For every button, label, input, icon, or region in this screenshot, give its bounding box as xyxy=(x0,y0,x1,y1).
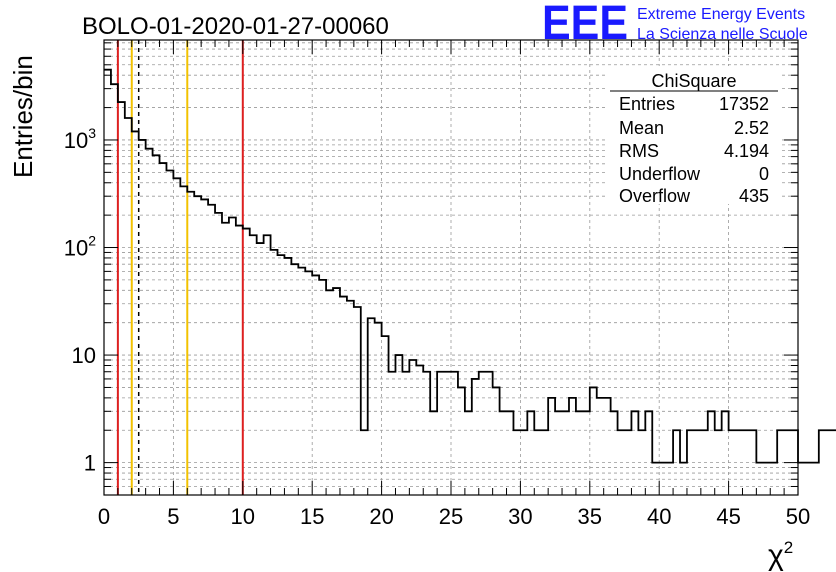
stats-value: 435 xyxy=(739,186,769,206)
stats-row-rms: RMS 4.194 xyxy=(619,141,769,161)
stats-row-mean: Mean 2.52 xyxy=(619,118,769,138)
chart-title: BOLO-01-2020-01-27-00060 xyxy=(82,13,389,40)
eee-logo: EEE Extreme Energy Events La Scienza nel… xyxy=(542,0,808,50)
y-tick-label: 1 xyxy=(84,451,96,476)
stats-label: Entries xyxy=(619,94,675,114)
stats-label: Underflow xyxy=(619,164,701,184)
eee-logo-line1: Extreme Energy Events xyxy=(637,6,805,23)
x-tick-label: 45 xyxy=(716,504,740,529)
y-tick-label: 10 xyxy=(72,343,96,368)
y-tick-labels: 1 10 102 103 xyxy=(64,125,96,476)
x-tick-label: 50 xyxy=(786,504,810,529)
stats-value: 2.52 xyxy=(734,118,769,138)
x-tick-label: 40 xyxy=(647,504,671,529)
x-tick-label: 30 xyxy=(508,504,532,529)
x-tick-label: 20 xyxy=(369,504,393,529)
stats-box-title: ChiSquare xyxy=(651,71,736,91)
x-axis-label: χ2 xyxy=(768,538,793,572)
x-tick-label: 15 xyxy=(300,504,324,529)
histogram-series xyxy=(104,68,836,464)
x-tick-label: 0 xyxy=(98,504,110,529)
stats-value: 4.194 xyxy=(724,141,769,161)
x-tick-labels: 0 5 10 15 20 25 30 35 40 45 50 xyxy=(98,504,810,529)
eee-logo-mark: EEE xyxy=(542,0,628,50)
x-tick-label: 35 xyxy=(578,504,602,529)
axis-ticks xyxy=(103,40,799,496)
cut-lines xyxy=(116,40,244,495)
stats-box: ChiSquare Entries 17352 Mean 2.52 RMS 4.… xyxy=(606,66,780,206)
stats-row-overflow: Overflow 435 xyxy=(619,186,769,206)
y-axis-label: Entries/bin xyxy=(8,55,38,178)
x-axis-label-sup: 2 xyxy=(784,538,793,557)
x-tick-label: 25 xyxy=(439,504,463,529)
stats-label: Mean xyxy=(619,118,664,138)
x-tick-label: 5 xyxy=(167,504,179,529)
stats-label: Overflow xyxy=(619,186,691,206)
histogram-outline xyxy=(104,68,836,464)
stats-value: 0 xyxy=(759,164,769,184)
stats-row-underflow: Underflow 0 xyxy=(619,164,769,184)
eee-logo-line2: La Scienza nelle Scuole xyxy=(637,26,808,43)
y-tick-label: 102 xyxy=(64,233,96,261)
x-tick-label: 10 xyxy=(231,504,255,529)
stats-label: RMS xyxy=(619,141,659,161)
y-tick-label: 103 xyxy=(64,125,96,153)
x-axis-label-base: χ xyxy=(768,539,784,572)
stats-value: 17352 xyxy=(719,94,769,114)
stats-row-entries: Entries 17352 xyxy=(619,94,769,114)
